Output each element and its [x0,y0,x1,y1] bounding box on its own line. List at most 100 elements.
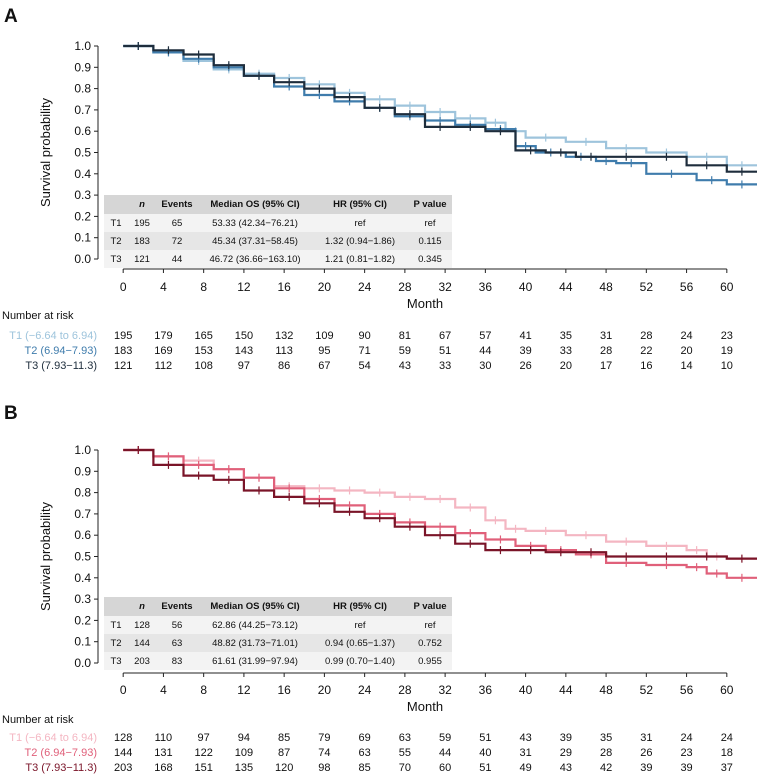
y-axis-label: Survival probability [38,501,53,611]
x-tick-label: 12 [237,280,251,294]
x-tick-label: 44 [559,280,573,294]
cell: 65 [156,214,198,232]
risk-count: 67 [318,360,330,372]
x-tick-label: 4 [160,683,167,697]
summary-row: T1 195 65 53.33 (42.34−76.21) ref ref [104,214,452,232]
y-tick-label: 1.0 [74,443,91,457]
x-tick-label: 12 [237,683,251,697]
risk-count: 120 [275,762,293,774]
y-tick-label: 0.2 [74,209,91,223]
x-axis-label: Month [407,699,443,714]
series-line-1 [123,44,757,167]
risk-count: 153 [194,345,212,357]
series-line-3 [123,448,757,560]
risk-count: 17 [600,360,612,372]
risk-count: 31 [600,330,612,342]
x-tick-label: 32 [438,280,452,294]
risk-count: 86 [278,360,290,372]
risk-count: 97 [238,360,250,372]
risk-count: 31 [640,732,652,744]
cell: 1.32 (0.94−1.86) [312,232,408,250]
risk-count: 112 [155,360,173,372]
header-hr: HR (95% CI) [312,195,408,214]
risk-count: 98 [318,762,330,774]
risk-count: 183 [114,345,132,357]
risk-count: 29 [560,747,572,759]
cell: T1 [104,616,128,634]
cell: 63 [156,634,198,652]
panel-label: A [4,6,18,27]
risk-count: 74 [318,747,330,759]
risk-count: 44 [479,345,491,357]
risk-count: 23 [721,330,733,342]
summary-row: T1 128 56 62.86 (44.25−73.12) ref ref [104,616,452,634]
header-hr: HR (95% CI) [312,597,408,616]
risk-count: 132 [275,330,293,342]
risk-count: 144 [114,747,132,759]
risk-count: 57 [479,330,491,342]
risk-count: 23 [680,747,692,759]
cell: 144 [128,634,156,652]
risk-count: 24 [680,330,692,342]
y-tick-label: 0.6 [74,124,91,138]
risk-count: 143 [235,345,253,357]
x-tick-label: 52 [640,683,654,697]
y-tick-label: 0.4 [74,167,91,181]
x-tick-label: 60 [720,280,734,294]
x-tick-label: 8 [200,683,207,697]
risk-count: 70 [399,762,411,774]
risk-count: 113 [275,345,293,357]
cell: 0.99 (0.70−1.40) [312,652,408,670]
y-tick-label: 0.6 [74,528,91,542]
header-n: n [128,195,156,214]
series-line-3 [123,44,757,173]
cell: T1 [104,214,128,232]
risk-count: 85 [278,732,290,744]
risk-count: 55 [399,747,411,759]
cell: 195 [128,214,156,232]
x-tick-label: 0 [120,280,127,294]
risk-count: 20 [560,360,572,372]
risk-count: 44 [439,747,451,759]
x-tick-label: 56 [680,683,694,697]
risk-count: 179 [154,330,172,342]
risk-count: 51 [439,345,451,357]
risk-count: 168 [154,762,172,774]
cell: 45.34 (37.31−58.45) [198,232,312,250]
series-line-2 [123,448,757,579]
cell: 56 [156,616,198,634]
risk-count: 49 [519,762,531,774]
y-tick-label: 1.0 [74,39,91,53]
cell: T3 [104,250,128,268]
y-tick-label: 0.5 [74,550,91,564]
risk-count: 41 [519,330,531,342]
risk-count: 54 [359,360,371,372]
cell: 53.33 (42.34−76.21) [198,214,312,232]
risk-count: 19 [721,345,733,357]
y-tick-label: 0.9 [74,60,91,74]
risk-count: 43 [519,732,531,744]
risk-row-label: T2 (6.94−7.93) [25,345,97,357]
y-tick-label: 0.3 [74,592,91,606]
risk-count: 33 [560,345,572,357]
header-pvalue: P value [408,597,452,616]
risk-count: 135 [235,762,253,774]
x-tick-label: 24 [358,280,372,294]
risk-count: 39 [640,762,652,774]
risk-count: 122 [194,747,212,759]
y-tick-label: 0.8 [74,82,91,96]
series-line-1 [123,448,757,560]
risk-count: 35 [560,330,572,342]
risk-count: 81 [399,330,411,342]
x-tick-label: 20 [318,683,332,697]
summary-table-header: n Events Median OS (95% CI) HR (95% CI) … [104,597,452,616]
risk-count: 37 [721,762,733,774]
risk-count: 24 [680,732,692,744]
x-tick-label: 56 [680,280,694,294]
summary-table-a: n Events Median OS (95% CI) HR (95% CI) … [104,195,452,268]
cell: 1.21 (0.81−1.82) [312,250,408,268]
cell: 0.955 [408,652,452,670]
x-tick-label: 32 [438,683,452,697]
x-tick-label: 48 [599,683,613,697]
